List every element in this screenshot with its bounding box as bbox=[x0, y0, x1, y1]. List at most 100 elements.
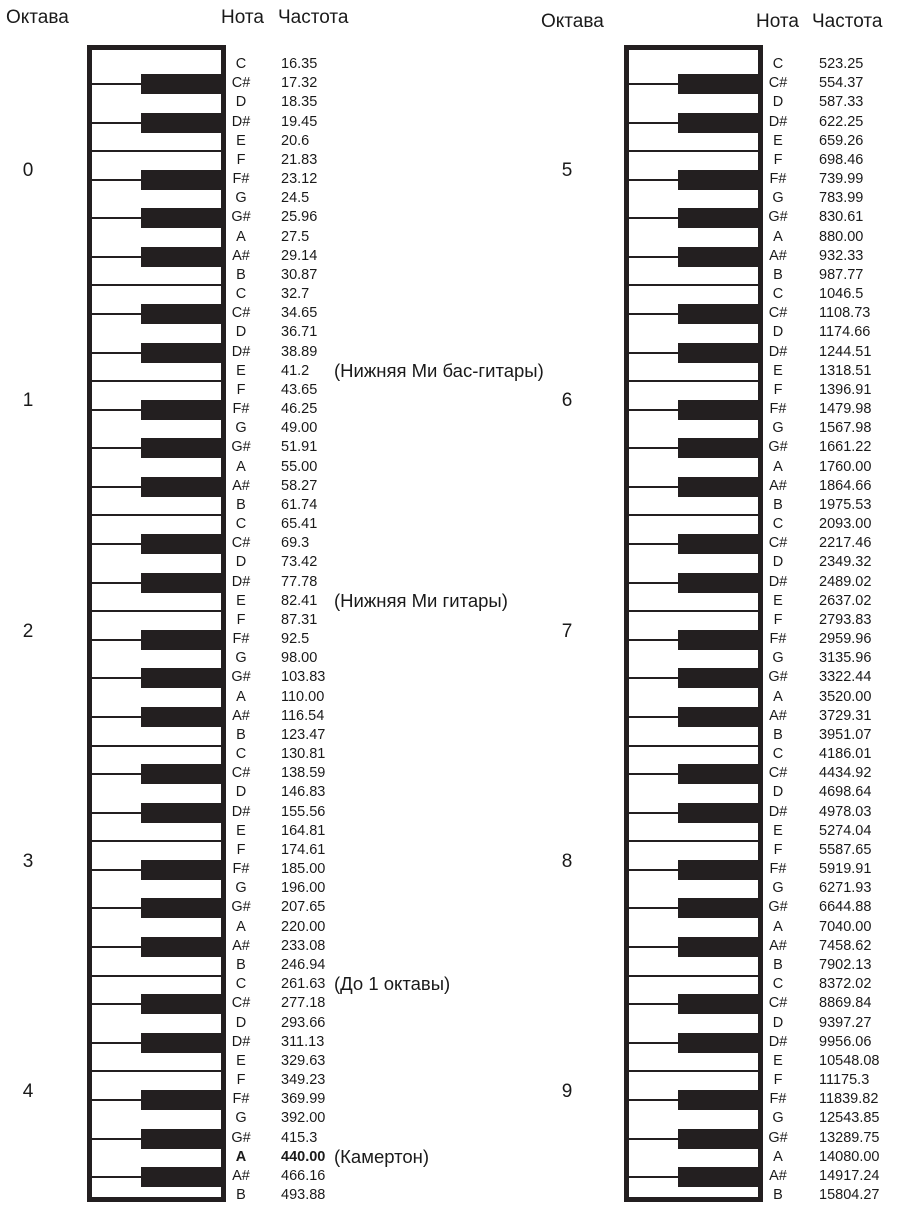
note-frequency: 277.18 bbox=[281, 995, 326, 1012]
note-name: B bbox=[773, 266, 783, 283]
note-frequency: 2489.02 bbox=[819, 573, 872, 590]
note-frequency: 123.47 bbox=[281, 726, 326, 743]
note-name: D bbox=[235, 324, 247, 341]
white-key-divider bbox=[92, 380, 221, 383]
note-name: G# bbox=[768, 209, 788, 226]
note-header-left: Нота bbox=[221, 7, 264, 28]
note-frequency: 185.00 bbox=[281, 861, 326, 878]
white-key-divider bbox=[92, 83, 221, 86]
note-name: G bbox=[772, 190, 784, 207]
note-frequency: 8372.02 bbox=[819, 976, 872, 993]
note-name: G# bbox=[231, 899, 251, 916]
note-frequency: 11839.82 bbox=[819, 1091, 879, 1108]
white-key-divider bbox=[92, 1041, 221, 1044]
note-name: A bbox=[773, 458, 783, 475]
note-frequency: 1174.66 bbox=[819, 324, 871, 341]
note-name: D bbox=[772, 324, 784, 341]
note-frequency: 293.66 bbox=[281, 1014, 326, 1031]
white-key-divider bbox=[629, 581, 758, 584]
note-frequency: 65.41 bbox=[281, 516, 318, 533]
white-key-divider bbox=[92, 639, 221, 642]
note-name: E bbox=[773, 592, 783, 609]
note-name: C bbox=[235, 56, 247, 72]
note-frequency: 23.12 bbox=[281, 171, 318, 188]
note-frequency: 98.00 bbox=[281, 650, 318, 667]
note-frequency: 10548.08 bbox=[819, 1052, 880, 1069]
note-frequency: 29.14 bbox=[281, 247, 318, 264]
note-name: A# bbox=[232, 1167, 250, 1184]
note-frequency: 4978.03 bbox=[819, 803, 872, 820]
note-name: B bbox=[773, 496, 783, 513]
note-frequency: 146.83 bbox=[281, 784, 326, 801]
note-name: E bbox=[236, 1052, 246, 1069]
note-frequency: 6271.93 bbox=[819, 880, 872, 897]
white-key-divider bbox=[92, 744, 221, 747]
note-frequency: 2793.83 bbox=[819, 611, 872, 628]
note-frequency: 14080.00 bbox=[819, 1148, 880, 1165]
note-name: A# bbox=[232, 477, 250, 494]
note-name: F bbox=[236, 151, 246, 168]
frequency-header-right: Частота bbox=[812, 11, 883, 32]
note-frequency: 116.54 bbox=[281, 707, 325, 724]
note-frequency: 138.59 bbox=[281, 765, 326, 782]
white-key-divider bbox=[92, 447, 221, 450]
note-name: C# bbox=[231, 765, 251, 782]
white-key-divider bbox=[629, 485, 758, 488]
note-name: A bbox=[773, 1148, 783, 1165]
note-frequency: 41.2 bbox=[281, 362, 310, 379]
note-name: F# bbox=[769, 1091, 787, 1108]
note-frequency: 6644.88 bbox=[819, 899, 872, 916]
white-key-divider bbox=[92, 1175, 221, 1178]
note-name: E bbox=[236, 132, 246, 149]
white-key-divider bbox=[92, 773, 221, 776]
note-frequency: 30.87 bbox=[281, 266, 318, 283]
note-name: G# bbox=[231, 1129, 251, 1146]
white-key-divider bbox=[92, 974, 221, 977]
note-name: B bbox=[773, 956, 783, 973]
octave-number: 0 bbox=[22, 160, 34, 182]
note-frequency: 1567.98 bbox=[819, 420, 872, 437]
note-annotation: (Камертон) bbox=[334, 1145, 430, 1167]
note-frequency: 164.81 bbox=[281, 822, 326, 839]
note-name: G bbox=[235, 190, 247, 207]
white-key-divider bbox=[92, 121, 221, 124]
note-frequency: 207.65 bbox=[281, 899, 326, 916]
white-key-divider bbox=[92, 945, 221, 948]
note-frequency: 8869.84 bbox=[819, 995, 872, 1012]
note-name: B bbox=[236, 266, 246, 283]
white-key-divider bbox=[92, 514, 221, 517]
note-name: F# bbox=[769, 401, 787, 418]
note-frequency: 7040.00 bbox=[819, 918, 872, 935]
white-key-divider bbox=[92, 543, 221, 546]
octave-number: 1 bbox=[22, 390, 34, 412]
note-annotation: (Нижняя Ми бас-гитары) bbox=[334, 359, 544, 381]
note-name: A bbox=[236, 918, 246, 935]
white-key-divider bbox=[92, 907, 221, 910]
white-key-divider bbox=[92, 1070, 221, 1073]
note-name: A# bbox=[769, 937, 787, 954]
note-name: C bbox=[772, 976, 784, 993]
white-key-divider bbox=[629, 773, 758, 776]
note-name: B bbox=[236, 956, 246, 973]
note-name: A bbox=[236, 228, 246, 245]
white-key-divider bbox=[629, 677, 758, 680]
note-name: C bbox=[235, 976, 247, 993]
note-name: E bbox=[236, 822, 246, 839]
note-frequency: 4698.64 bbox=[819, 784, 872, 801]
note-frequency: 261.63 bbox=[281, 976, 326, 993]
note-name: B bbox=[773, 1187, 783, 1204]
note-frequency: 369.99 bbox=[281, 1091, 326, 1108]
note-name: D bbox=[235, 94, 247, 111]
note-name: A# bbox=[232, 707, 250, 724]
note-frequency: 440.00 bbox=[281, 1148, 326, 1165]
note-frequency: 38.89 bbox=[281, 343, 318, 360]
note-name: A# bbox=[232, 937, 250, 954]
note-frequency: 311.13 bbox=[281, 1033, 325, 1050]
note-frequency: 82.41 bbox=[281, 592, 318, 609]
note-frequency: 2217.46 bbox=[819, 535, 872, 552]
note-name: A# bbox=[769, 1167, 787, 1184]
note-name: F# bbox=[769, 631, 787, 648]
note-name: D bbox=[235, 784, 247, 801]
note-name: C# bbox=[768, 995, 788, 1012]
note-frequency: 46.25 bbox=[281, 401, 318, 418]
